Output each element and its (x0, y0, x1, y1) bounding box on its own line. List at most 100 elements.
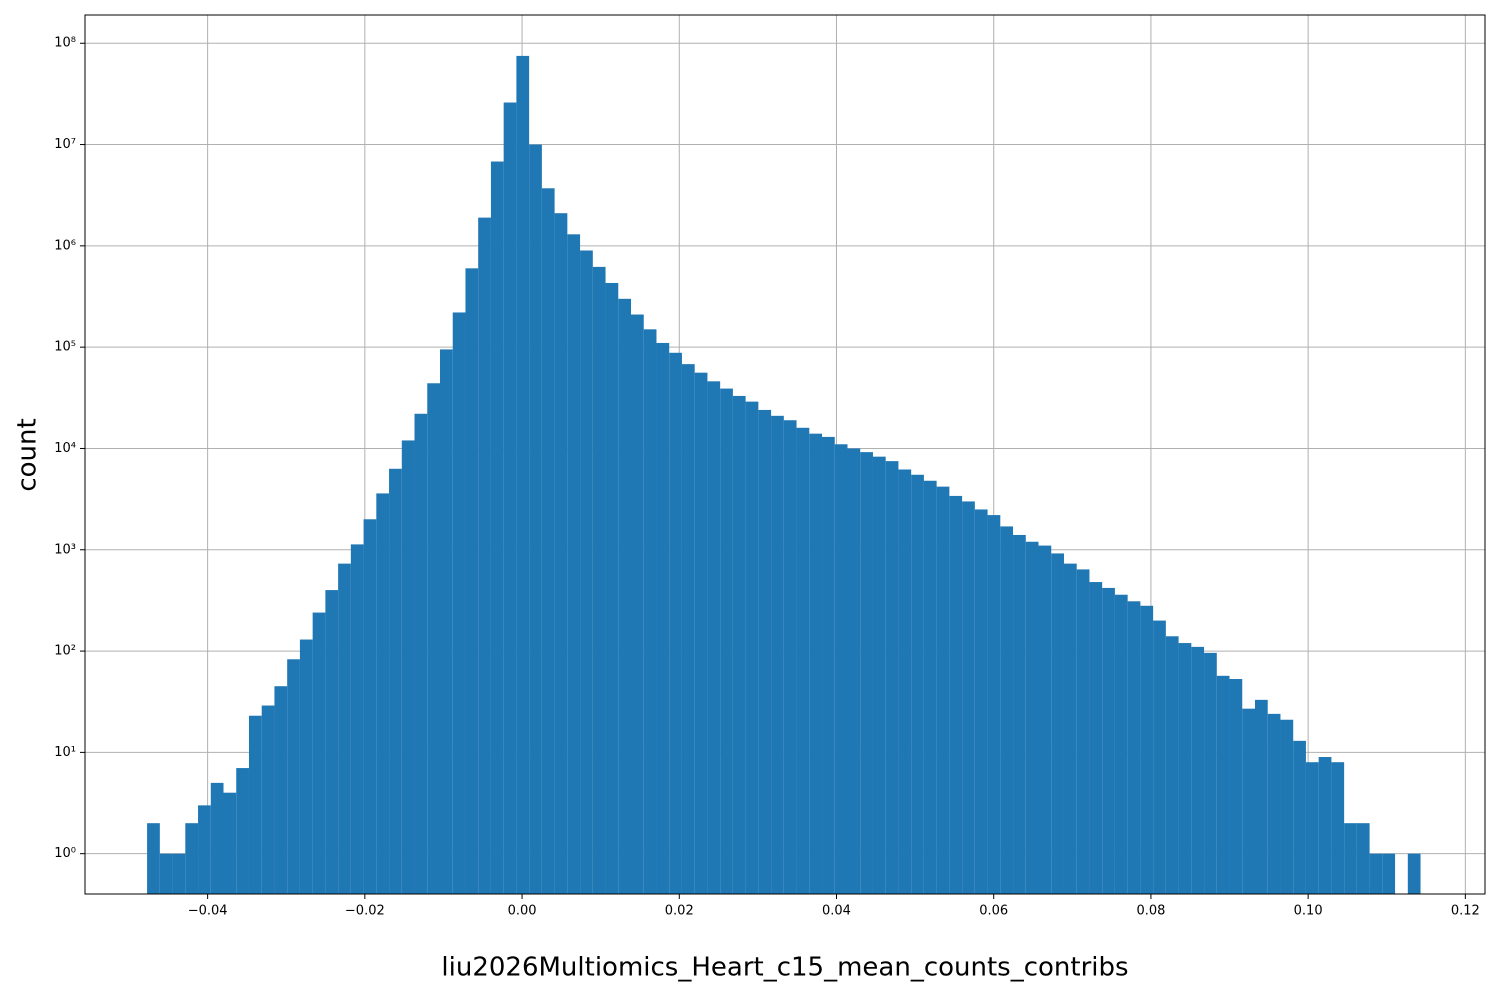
bar (389, 468, 402, 894)
y-tick-label: 10² (54, 644, 76, 659)
x-tick-label: 0.02 (665, 904, 694, 919)
y-tick-label: 10⁰ (54, 846, 76, 861)
bar (1102, 587, 1115, 894)
bar (159, 853, 173, 894)
bar (1000, 526, 1014, 894)
bar (1038, 545, 1052, 894)
bar (248, 715, 262, 894)
bar (758, 409, 772, 894)
bar (465, 268, 479, 894)
bar (1191, 646, 1205, 894)
bar (503, 102, 517, 895)
bar (771, 415, 784, 894)
bar (720, 388, 733, 894)
bar (490, 161, 504, 895)
x-tick-label: 0.00 (508, 904, 537, 919)
bar (809, 433, 823, 894)
bar (1382, 853, 1396, 894)
bar (1216, 675, 1230, 894)
bar (261, 705, 275, 894)
bar (223, 792, 237, 894)
bar (147, 823, 160, 894)
bar (1242, 708, 1255, 894)
bar (962, 501, 975, 894)
x-tick-label: 0.04 (822, 904, 851, 919)
bar (1140, 605, 1154, 894)
bar (618, 298, 632, 895)
bar (210, 782, 224, 894)
bar (822, 436, 835, 894)
bar (516, 55, 530, 894)
bar (439, 349, 453, 895)
x-tick-label: 0.08 (1136, 904, 1165, 919)
bar (1356, 823, 1370, 894)
bar (427, 383, 440, 894)
bar (401, 440, 415, 894)
bar (1089, 582, 1103, 894)
bar (1293, 740, 1306, 894)
bar (732, 395, 746, 894)
bar (363, 519, 377, 894)
bar (185, 823, 199, 894)
bar (236, 768, 249, 894)
bar (1013, 534, 1026, 894)
y-tick-label: 10⁴ (54, 441, 76, 456)
bar (911, 474, 924, 894)
bar (796, 427, 810, 894)
bar (936, 486, 950, 894)
bar (605, 282, 619, 894)
x-tick-label: −0.04 (188, 904, 228, 919)
bar (198, 805, 211, 894)
bar (656, 342, 670, 895)
bar (592, 266, 606, 894)
bar (1229, 679, 1243, 894)
bar (707, 381, 721, 894)
bar (847, 448, 861, 894)
bar (1407, 853, 1421, 894)
bar (1369, 853, 1383, 894)
bar (580, 250, 593, 894)
bar (1254, 699, 1268, 894)
bar (987, 515, 1001, 894)
bar (325, 590, 339, 894)
bar (414, 413, 428, 894)
bar (631, 314, 644, 894)
bar (1267, 713, 1281, 894)
bar (478, 217, 491, 894)
bar (783, 420, 797, 894)
y-tick-label: 10¹ (54, 745, 76, 760)
bar (350, 544, 364, 894)
bar (1331, 762, 1345, 894)
bar (1076, 569, 1090, 894)
x-axis-label: liu2026Multiomics_Heart_c15_mean_counts_… (441, 953, 1128, 983)
axes-frame (84, 14, 1486, 895)
bar (554, 213, 568, 895)
x-tick-label: 0.06 (979, 904, 1008, 919)
bar (694, 372, 708, 895)
bar (541, 188, 555, 894)
y-axis-label: count (13, 418, 43, 491)
bar (872, 456, 886, 894)
y-tick-label: 10⁵ (54, 340, 76, 355)
bar (299, 639, 313, 894)
bar (1114, 594, 1128, 894)
bar (1165, 636, 1179, 894)
y-tick-label: 10⁸ (54, 36, 76, 51)
bar (898, 469, 912, 894)
bar (1318, 757, 1332, 894)
y-tick-label: 10⁷ (54, 137, 76, 152)
bar (1025, 541, 1039, 894)
bar (669, 352, 682, 894)
bar (1063, 563, 1077, 894)
bar (1153, 620, 1166, 894)
bar (974, 509, 988, 894)
bar (643, 329, 657, 895)
bar (312, 612, 326, 894)
bar (338, 563, 351, 894)
bar (1344, 823, 1357, 894)
plot-area (85, 15, 1485, 895)
bar (567, 234, 581, 894)
bar (376, 493, 390, 894)
x-tick-label: 0.10 (1294, 904, 1323, 919)
